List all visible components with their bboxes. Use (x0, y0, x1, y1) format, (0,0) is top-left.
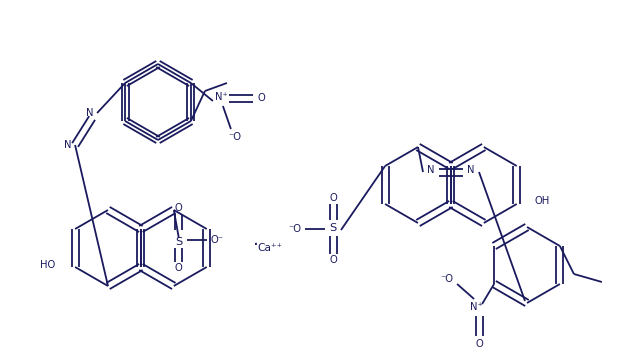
Text: S: S (175, 237, 183, 247)
Text: N: N (427, 165, 435, 175)
Text: ⁻O: ⁻O (288, 224, 301, 234)
Text: S: S (329, 223, 337, 233)
Text: O: O (329, 193, 337, 203)
Text: O: O (257, 93, 265, 103)
Text: HO: HO (40, 260, 55, 270)
Text: ⁻O: ⁻O (228, 132, 241, 142)
Text: O: O (175, 263, 183, 273)
Text: O: O (329, 255, 337, 265)
Text: O: O (475, 339, 483, 349)
Text: N⁺: N⁺ (470, 302, 482, 312)
Text: O: O (175, 203, 183, 213)
Text: Ca⁺⁺: Ca⁺⁺ (258, 243, 282, 253)
Text: N: N (86, 108, 94, 118)
Text: ·: · (253, 236, 259, 254)
Text: N: N (64, 140, 72, 150)
Text: N: N (467, 165, 475, 175)
Text: ⁻O: ⁻O (441, 274, 454, 284)
Text: O⁻: O⁻ (210, 235, 223, 245)
Text: OH: OH (535, 196, 550, 206)
Text: N⁺: N⁺ (215, 92, 227, 102)
